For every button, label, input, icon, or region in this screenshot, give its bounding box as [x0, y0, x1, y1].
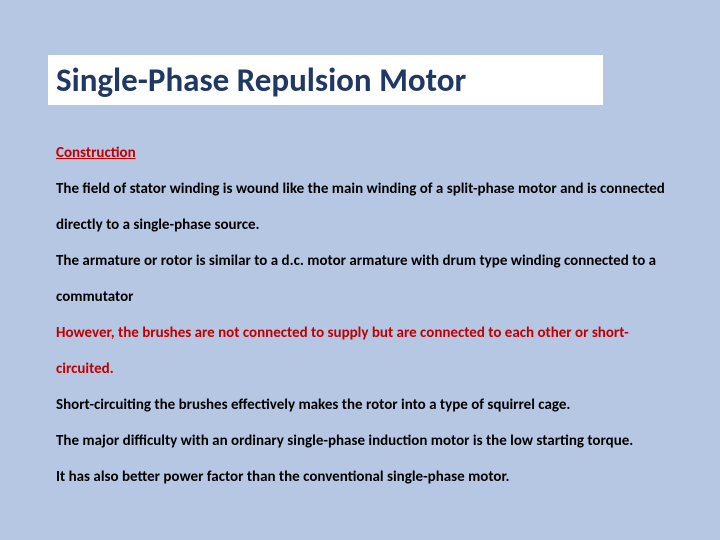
slide-content: Construction The field of stator winding…: [56, 135, 680, 495]
paragraph-6: It has also better power factor than the…: [56, 459, 680, 495]
paragraph-4: Short-circuiting the brushes effectively…: [56, 387, 680, 423]
subheading-construction: Construction: [56, 144, 136, 162]
paragraph-2: The armature or rotor is similar to a d.…: [56, 243, 680, 315]
paragraph-1: The field of stator winding is wound lik…: [56, 171, 680, 243]
paragraph-3: However, the brushes are not connected t…: [56, 324, 629, 378]
title-box: Single-Phase Repulsion Motor: [48, 55, 603, 105]
slide-title: Single-Phase Repulsion Motor: [56, 60, 466, 100]
paragraph-5: The major difficulty with an ordinary si…: [56, 423, 680, 459]
